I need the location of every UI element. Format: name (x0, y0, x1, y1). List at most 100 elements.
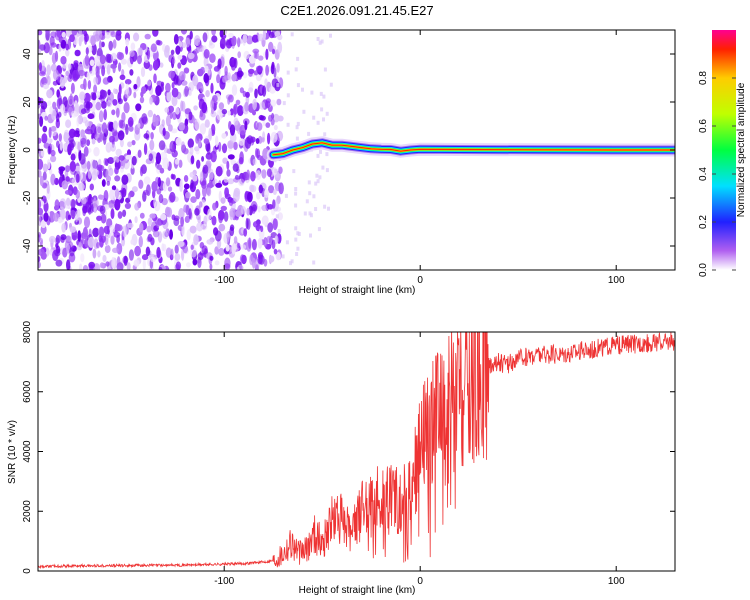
noise-speck (116, 256, 121, 268)
noise-speck (273, 124, 278, 131)
noise-speck (248, 87, 254, 93)
noise-speck (296, 121, 300, 126)
noise-speck (76, 116, 80, 127)
noise-speck (214, 230, 222, 242)
snr-x-ticks: -100 0 100 (214, 332, 625, 587)
noise-speck (112, 120, 118, 130)
noise-speck (174, 158, 180, 165)
noise-speck (84, 54, 90, 67)
noise-speck (158, 266, 163, 270)
noise-speck (183, 204, 189, 213)
noise-speck (317, 227, 321, 232)
noise-speck (190, 196, 197, 204)
noise-speck (277, 115, 284, 122)
noise-speck (92, 227, 100, 238)
noise-speck (296, 83, 300, 88)
noise-speck (55, 259, 63, 267)
noise-speck (119, 74, 126, 81)
noise-speck (201, 156, 205, 162)
noise-speck (69, 93, 73, 104)
noise-speck (229, 108, 234, 116)
noise-speck (154, 200, 161, 212)
noise-speck (192, 74, 199, 87)
noise-speck (155, 152, 162, 165)
noise-speck (219, 30, 224, 38)
noise-speck (69, 210, 76, 217)
noise-speck (268, 185, 275, 194)
noise-speck (181, 224, 185, 236)
noise-speck (218, 209, 225, 221)
noise-speck (93, 76, 99, 86)
noise-speck (183, 67, 190, 74)
noise-speck (82, 226, 88, 238)
noise-speck (189, 30, 193, 40)
noise-speck (247, 191, 253, 203)
noise-speck (207, 208, 212, 221)
noise-speck (66, 259, 71, 270)
noise-speck (75, 189, 80, 199)
noise-speck (257, 33, 264, 42)
noise-speck (228, 32, 234, 39)
noise-speck (71, 177, 77, 186)
noise-speck (52, 101, 57, 110)
x-tick-label: 0 (417, 275, 423, 286)
noise-speck (166, 207, 173, 218)
noise-speck (96, 242, 100, 249)
noise-speck (218, 223, 226, 232)
noise-speck (210, 82, 214, 94)
noise-speck (186, 229, 191, 241)
noise-speck (109, 189, 114, 201)
colorbar-tick-label: 0.4 (698, 167, 709, 181)
noise-speck (231, 73, 237, 82)
noise-speck (95, 101, 102, 111)
noise-speck (91, 138, 96, 145)
noise-speck (107, 121, 113, 132)
noise-speck (86, 71, 91, 81)
noise-speck (61, 31, 66, 38)
noise-speck (114, 198, 121, 211)
noise-speck (64, 129, 69, 138)
noise-speck (269, 85, 276, 94)
noise-speck (120, 187, 125, 197)
noise-speck (277, 229, 281, 234)
noise-speck (260, 225, 264, 233)
noise-speck (179, 178, 184, 187)
noise-speck (237, 51, 241, 59)
noise-speck (200, 85, 204, 93)
noise-speck (215, 135, 219, 148)
noise-speck (263, 189, 270, 198)
noise-speck (38, 248, 45, 256)
noise-speck (101, 65, 106, 77)
noise-speck (47, 100, 52, 106)
noise-speck (178, 208, 185, 220)
noise-speck (65, 49, 70, 57)
noise-speck (119, 138, 124, 148)
noise-speck (261, 169, 267, 179)
noise-speck (203, 138, 210, 145)
noise-speck (59, 103, 66, 114)
noise-speck (103, 157, 107, 166)
noise-speck (277, 41, 283, 54)
noise-speck (98, 40, 102, 51)
noise-speck (127, 192, 132, 200)
noise-speck (156, 220, 160, 229)
noise-speck (39, 175, 44, 187)
noise-speck (266, 204, 274, 210)
noise-speck (59, 198, 67, 210)
noise-speck (236, 266, 240, 270)
noise-speck (314, 207, 318, 211)
noise-speck (165, 82, 171, 93)
noise-speck (257, 254, 263, 265)
noise-speck (245, 91, 250, 98)
noise-speck (96, 164, 103, 171)
noise-speck (312, 194, 316, 199)
noise-speck (224, 65, 228, 76)
noise-speck (56, 113, 60, 123)
noise-speck (309, 233, 312, 238)
noise-speck (184, 85, 189, 97)
noise-speck (227, 178, 235, 185)
noise-speck (124, 79, 132, 85)
noise-speck (294, 203, 298, 208)
noise-speck (314, 181, 318, 186)
noise-speck (38, 137, 42, 144)
